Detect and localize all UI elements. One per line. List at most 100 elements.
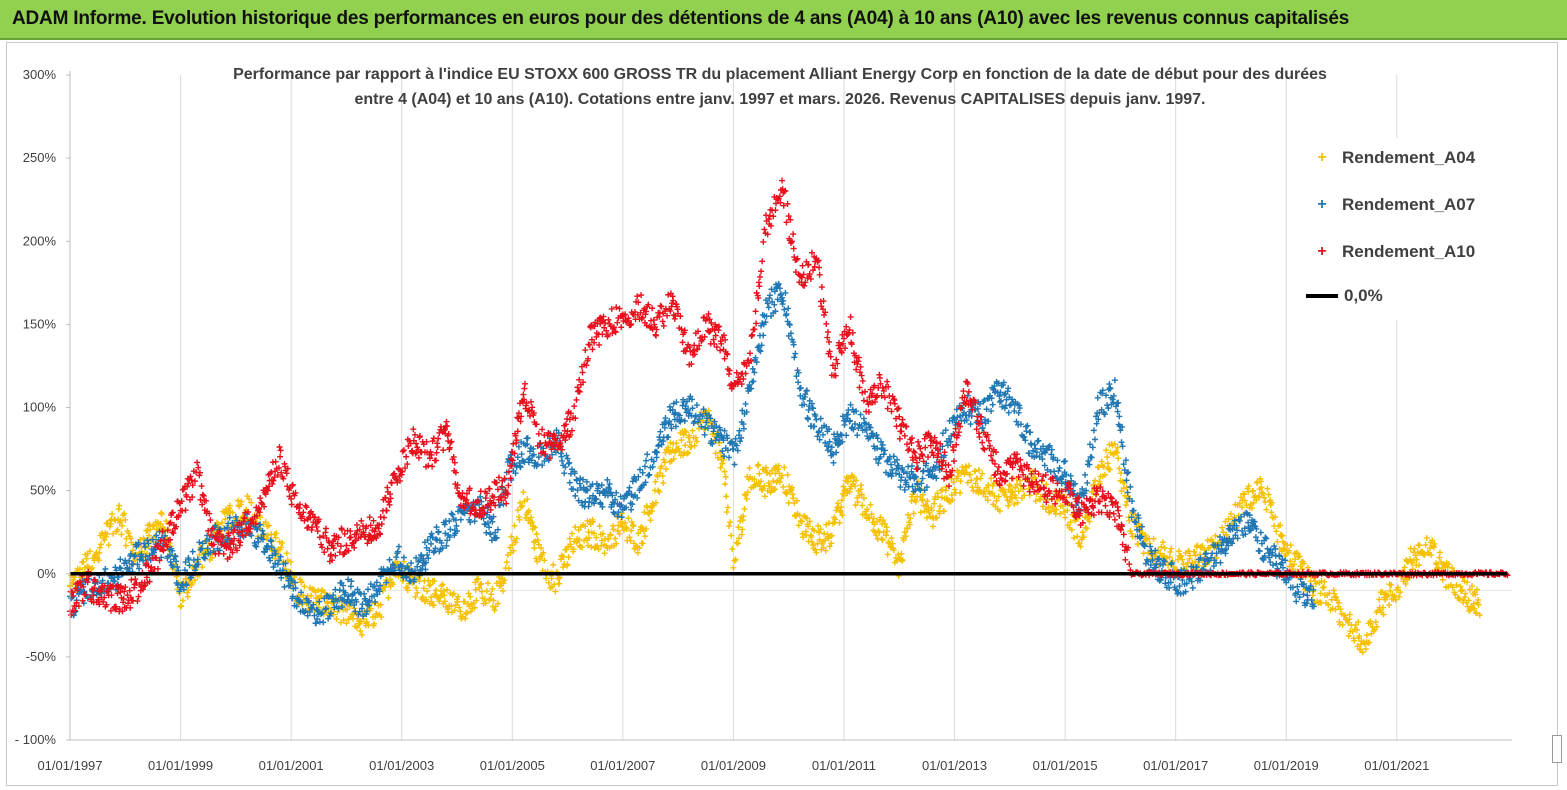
data-point	[1212, 532, 1219, 539]
data-point	[534, 537, 541, 544]
data-point	[83, 555, 90, 562]
data-point	[1150, 535, 1157, 542]
data-point	[777, 291, 784, 298]
data-point	[780, 483, 787, 490]
report-title: ADAM Informe. Evolution historique des p…	[12, 8, 1350, 29]
data-point	[1076, 540, 1083, 547]
data-point	[403, 453, 410, 460]
data-point	[898, 550, 905, 557]
data-point	[576, 536, 583, 543]
data-point	[97, 541, 104, 548]
data-point	[1053, 506, 1060, 513]
data-point	[424, 588, 431, 595]
data-point	[915, 438, 922, 445]
data-point	[643, 457, 650, 464]
data-point	[635, 530, 642, 537]
data-point	[641, 533, 648, 540]
data-point	[132, 576, 139, 583]
data-point	[333, 616, 340, 623]
data-point	[1209, 538, 1216, 545]
data-point	[248, 499, 255, 506]
data-point	[1241, 497, 1248, 504]
data-point	[818, 284, 825, 291]
data-point	[771, 486, 778, 493]
data-point	[482, 600, 489, 607]
data-point	[454, 598, 461, 605]
data-point	[298, 578, 305, 585]
data-point	[1043, 481, 1050, 488]
data-point	[559, 457, 566, 464]
data-point	[884, 378, 891, 385]
data-point	[628, 527, 635, 534]
data-point	[476, 584, 483, 591]
data-point	[512, 539, 519, 546]
data-point	[386, 556, 393, 563]
data-point	[924, 498, 931, 505]
data-point	[582, 523, 589, 530]
data-point	[1192, 552, 1199, 559]
data-point	[759, 258, 766, 265]
data-point	[589, 518, 596, 525]
chart-grid	[69, 75, 1512, 740]
data-point	[923, 503, 930, 510]
data-point	[366, 514, 373, 521]
data-point	[657, 302, 664, 309]
data-point	[960, 388, 967, 395]
data-point	[628, 518, 635, 525]
data-point	[972, 480, 979, 487]
data-point	[510, 547, 517, 554]
data-point	[89, 564, 96, 571]
data-point	[852, 483, 859, 490]
data-point	[157, 520, 164, 527]
data-point	[432, 587, 439, 594]
data-point	[785, 305, 792, 312]
data-point	[746, 465, 753, 472]
data-point	[653, 332, 660, 339]
data-point	[878, 535, 885, 542]
data-point	[751, 326, 758, 333]
data-point	[1262, 534, 1269, 541]
data-point	[429, 463, 436, 470]
data-point	[1009, 475, 1016, 482]
data-point	[950, 479, 957, 486]
data-point	[109, 511, 116, 518]
data-point	[868, 511, 875, 518]
data-point	[1021, 492, 1028, 499]
data-point	[572, 524, 579, 531]
data-point	[850, 474, 857, 481]
data-point	[142, 544, 149, 551]
data-point	[439, 581, 446, 588]
data-point	[340, 617, 347, 624]
data-point	[641, 463, 648, 470]
data-point	[1256, 548, 1263, 555]
data-point	[613, 540, 620, 547]
data-point	[1101, 471, 1108, 478]
data-point	[1264, 485, 1271, 492]
data-point	[659, 472, 666, 479]
data-point	[490, 597, 497, 604]
data-point	[130, 547, 137, 554]
data-point	[1179, 556, 1186, 563]
data-point	[965, 462, 972, 469]
data-point	[1293, 598, 1300, 605]
data-point	[792, 350, 799, 357]
data-point	[1439, 576, 1446, 583]
data-point	[647, 517, 654, 524]
data-point	[463, 609, 470, 616]
data-point	[756, 470, 763, 477]
data-point	[870, 515, 877, 522]
data-point	[1091, 436, 1098, 443]
data-point	[758, 268, 765, 275]
data-point	[660, 456, 667, 463]
data-point	[605, 536, 612, 543]
data-point	[404, 587, 411, 594]
data-point	[122, 584, 129, 591]
data-point	[257, 514, 264, 521]
data-point	[382, 584, 389, 591]
data-point	[1239, 504, 1246, 511]
data-point	[524, 496, 531, 503]
data-point	[388, 480, 395, 487]
data-point	[552, 588, 559, 595]
data-point	[1250, 499, 1257, 506]
data-point	[1114, 449, 1121, 456]
